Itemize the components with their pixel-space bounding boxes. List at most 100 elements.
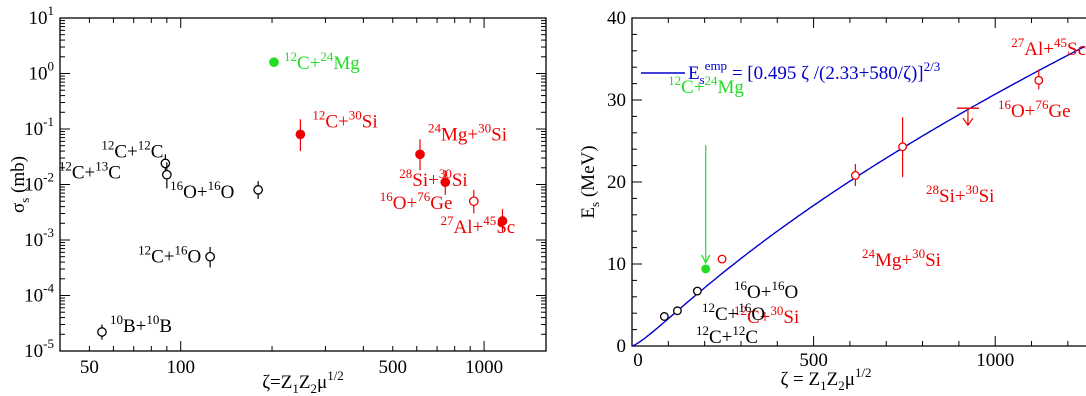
text-part: -1 (43, 114, 54, 129)
text-part: -5 (43, 336, 54, 351)
left-data-point (97, 327, 107, 337)
text-part: 10 (29, 64, 48, 85)
text-part: 1/2 (327, 368, 344, 383)
right-y-tick-label: 20 (607, 172, 626, 193)
left-data-point (160, 158, 171, 169)
left-data-point (497, 216, 508, 226)
text-part: O+ (747, 282, 771, 303)
text-part: C (108, 163, 121, 184)
text-part: O+ (1011, 101, 1035, 122)
text-part: (mb) (8, 156, 29, 198)
text-part: 12 (138, 137, 151, 152)
text-part: 2 (311, 381, 318, 396)
text-part: C+ (151, 247, 174, 268)
text-part: σ (8, 203, 29, 213)
text-part: 10 (24, 119, 43, 140)
right-y-tick-label: 10 (607, 254, 626, 275)
text-part: 76 (1035, 97, 1049, 112)
text-part: 30 (349, 107, 362, 122)
text-part: 16 (208, 178, 222, 193)
text-part: 12 (101, 137, 114, 152)
text-part: 2 (838, 378, 845, 393)
left-point-label: 28Si+30Si (399, 166, 467, 191)
text-part: (MeV) (578, 145, 599, 201)
legend-label: Esemp = [0.495 ζ /(2.33+580/ζ)]2/3 (688, 58, 940, 87)
text-part: s (17, 198, 32, 203)
text-part: 30 (439, 166, 452, 181)
text-part: Si (491, 124, 507, 145)
text-part: 12 (59, 159, 72, 174)
text-part: Sc (1067, 39, 1086, 60)
text-part: Al+ (453, 217, 483, 238)
right-y-tick-label: 40 (607, 8, 626, 29)
right-point-label: 28Si+30Si (926, 182, 994, 207)
right-data-point (717, 254, 727, 264)
text-part: emp (705, 58, 727, 73)
text-part: Mg+ (875, 250, 912, 271)
text-part: 12 (284, 49, 297, 64)
text-part: B+ (123, 316, 146, 337)
right-point-label: 16O+16O (734, 278, 798, 303)
right-data-point (672, 306, 682, 316)
text-part: 1 (292, 381, 299, 396)
text-part: C+ (297, 53, 320, 74)
left-point-label: 16O+76Ge (380, 189, 453, 214)
text-part: 16 (771, 278, 785, 293)
text-part: E (578, 207, 599, 219)
text-part: 10 (24, 175, 43, 196)
text-part: μ (845, 369, 855, 390)
text-part: ζ = Z (780, 369, 820, 390)
text-part: C+ (72, 163, 95, 184)
text-part: 16 (734, 278, 748, 293)
left-data-point (269, 57, 279, 68)
text-part: 0 (48, 59, 55, 74)
left-point-label: 12C+30Si (312, 107, 377, 132)
text-part: Al+ (1024, 39, 1054, 60)
left-data-point (205, 251, 215, 262)
text-part: C (745, 327, 758, 348)
text-part: 10 (24, 286, 43, 307)
text-part: -4 (43, 281, 54, 296)
text-part: C+ (325, 111, 348, 132)
right-point-label: 27Al+45Sc (1011, 35, 1086, 60)
text-part: Si (783, 307, 799, 328)
text-part: O (784, 282, 798, 303)
text-part: Si (925, 250, 941, 271)
text-part: 24 (704, 73, 718, 88)
left-data-point (295, 129, 306, 140)
text-part: 24 (862, 246, 876, 261)
right-point-label: 12C+24Mg (668, 73, 744, 98)
left-point-label: 27Al+45Sc (440, 213, 515, 238)
text-part: 28 (399, 166, 412, 181)
text-part: 12 (138, 243, 151, 258)
text-part: 24 (320, 49, 334, 64)
text-part: 27 (440, 213, 454, 228)
text-part: 28 (926, 182, 939, 197)
left-y-tick-label: 10-3 (24, 225, 54, 251)
upper-limit-arrow (962, 117, 974, 127)
text-part: C+ (681, 77, 704, 98)
text-part: 1 (48, 3, 55, 18)
left-data-point (440, 177, 451, 188)
text-part: 2/3 (924, 59, 941, 74)
text-part: O (188, 247, 202, 268)
left-y-tick-label: 10-2 (24, 170, 54, 196)
text-part: 1/2 (855, 365, 872, 380)
left-x-tick-label: 500 (379, 357, 408, 378)
text-part: 12 (732, 323, 745, 338)
right-data-point (898, 142, 908, 152)
text-part: -2 (43, 170, 54, 185)
right-x-tick-label: 500 (799, 350, 828, 371)
text-part: 12 (312, 107, 325, 122)
text-part: Mg (333, 53, 360, 74)
text-part: 12 (668, 73, 681, 88)
right-point-label: 12C+12C (696, 323, 758, 348)
text-part: C+ (747, 307, 770, 328)
right-y-tick-label: 0 (617, 336, 627, 357)
right-point-label: 16O+76Ge (998, 97, 1071, 122)
text-part: C (151, 141, 164, 162)
right-data-point (850, 170, 860, 180)
text-part: 16 (175, 243, 189, 258)
text-part: Si (979, 186, 995, 207)
